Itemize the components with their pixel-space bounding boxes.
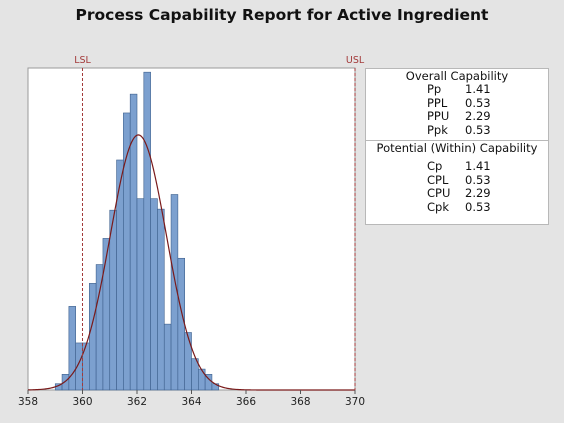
overall-row-ppk: Ppk 0.53 bbox=[366, 122, 548, 138]
x-tick-label: 364 bbox=[181, 396, 201, 408]
histogram-bar bbox=[191, 358, 199, 391]
histogram-bar bbox=[177, 257, 185, 391]
usl-label: USL bbox=[346, 55, 365, 66]
overall-row-ppu: PPU 2.29 bbox=[366, 109, 548, 124]
histogram-bar bbox=[61, 374, 70, 391]
overall-row-pp: Pp 1.41 bbox=[366, 82, 548, 97]
lsl-label: LSL bbox=[74, 55, 91, 66]
overall-stat-name: PPL bbox=[427, 95, 448, 110]
x-axis: 358 360 362 364 366 368 370 bbox=[18, 390, 365, 408]
x-tick-label: 362 bbox=[127, 396, 147, 408]
potential-stat-value: 0.53 bbox=[465, 172, 491, 187]
x-tick-label: 368 bbox=[290, 396, 310, 408]
potential-stat-value: 2.29 bbox=[465, 186, 491, 200]
potential-row-cp: Cp 1.41 bbox=[366, 159, 548, 174]
overall-capability-title: Overall Capability bbox=[405, 69, 509, 83]
x-tick-label: 360 bbox=[72, 396, 92, 408]
overall-stat-value: 2.29 bbox=[465, 109, 491, 123]
overall-stat-name: PPU bbox=[427, 109, 450, 123]
potential-row-cpk: Cpk 0.53 bbox=[366, 199, 548, 215]
potential-stat-name: CPU bbox=[427, 186, 451, 200]
histogram-bar bbox=[136, 198, 145, 391]
potential-row-cpu: CPU 2.29 bbox=[366, 186, 548, 201]
potential-stat-name: Cp bbox=[427, 159, 443, 173]
capability-table: Overall Capability Pp 1.41 PPL 0.53 PPU 2.29 P… bbox=[365, 68, 549, 225]
histogram-bar bbox=[150, 198, 158, 391]
histogram-bar bbox=[109, 209, 117, 391]
potential-stat-value: 1.41 bbox=[465, 159, 491, 173]
potential-capability-rows: Cp 1.41 CPL 0.53 CPU 2.29 Cpk 0.53 bbox=[366, 159, 548, 215]
potential-capability-title: Potential (Within) Capability bbox=[376, 141, 538, 155]
chart-title: Process Capability Report for Active Ing… bbox=[75, 6, 489, 24]
histogram-bar bbox=[102, 238, 111, 391]
overall-capability-rows: Pp 1.41 PPL 0.53 PPU 2.29 Ppk 0.53 bbox=[366, 82, 548, 138]
histogram-bar bbox=[198, 368, 206, 391]
histogram-bar bbox=[184, 332, 192, 391]
x-tick-label: 370 bbox=[345, 396, 365, 408]
x-tick-label: 366 bbox=[236, 396, 256, 408]
histogram-bar bbox=[82, 342, 90, 391]
histogram-bar bbox=[143, 71, 151, 391]
potential-stat-value: 0.53 bbox=[465, 199, 491, 214]
overall-row-ppl: PPL 0.53 bbox=[366, 95, 548, 111]
overall-stat-value: 0.53 bbox=[465, 122, 491, 137]
histogram-bar bbox=[163, 323, 172, 391]
potential-stat-name: Cpk bbox=[427, 199, 449, 214]
potential-row-cpl: CPL 0.53 bbox=[366, 172, 548, 188]
histogram-bar bbox=[95, 264, 104, 391]
overall-stat-name: Pp bbox=[427, 82, 442, 96]
potential-stat-name: CPL bbox=[427, 172, 449, 187]
table-divider bbox=[366, 140, 548, 141]
histogram-bars bbox=[54, 71, 220, 391]
x-tick-label: 358 bbox=[18, 396, 38, 408]
overall-stat-value: 1.41 bbox=[465, 82, 491, 96]
histogram-bar bbox=[157, 208, 165, 391]
overall-stat-name: Ppk bbox=[427, 122, 448, 137]
histogram-bar bbox=[89, 283, 97, 391]
overall-stat-value: 0.53 bbox=[465, 95, 491, 110]
